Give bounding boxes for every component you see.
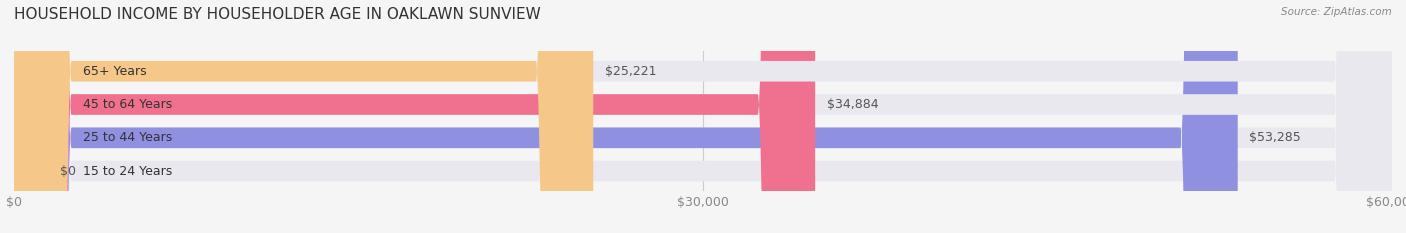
Text: $25,221: $25,221 (605, 65, 657, 78)
Text: HOUSEHOLD INCOME BY HOUSEHOLDER AGE IN OAKLAWN SUNVIEW: HOUSEHOLD INCOME BY HOUSEHOLDER AGE IN O… (14, 7, 541, 22)
FancyBboxPatch shape (14, 0, 593, 233)
Text: $53,285: $53,285 (1249, 131, 1301, 144)
Text: $34,884: $34,884 (827, 98, 879, 111)
FancyBboxPatch shape (14, 0, 1237, 233)
FancyBboxPatch shape (14, 0, 1392, 233)
Text: $0: $0 (60, 164, 76, 178)
FancyBboxPatch shape (14, 0, 1392, 233)
FancyBboxPatch shape (14, 0, 1392, 233)
Text: 15 to 24 Years: 15 to 24 Years (83, 164, 172, 178)
Text: 65+ Years: 65+ Years (83, 65, 146, 78)
Text: 25 to 44 Years: 25 to 44 Years (83, 131, 172, 144)
Text: Source: ZipAtlas.com: Source: ZipAtlas.com (1281, 7, 1392, 17)
FancyBboxPatch shape (14, 0, 1392, 233)
FancyBboxPatch shape (14, 0, 815, 233)
Text: 45 to 64 Years: 45 to 64 Years (83, 98, 172, 111)
